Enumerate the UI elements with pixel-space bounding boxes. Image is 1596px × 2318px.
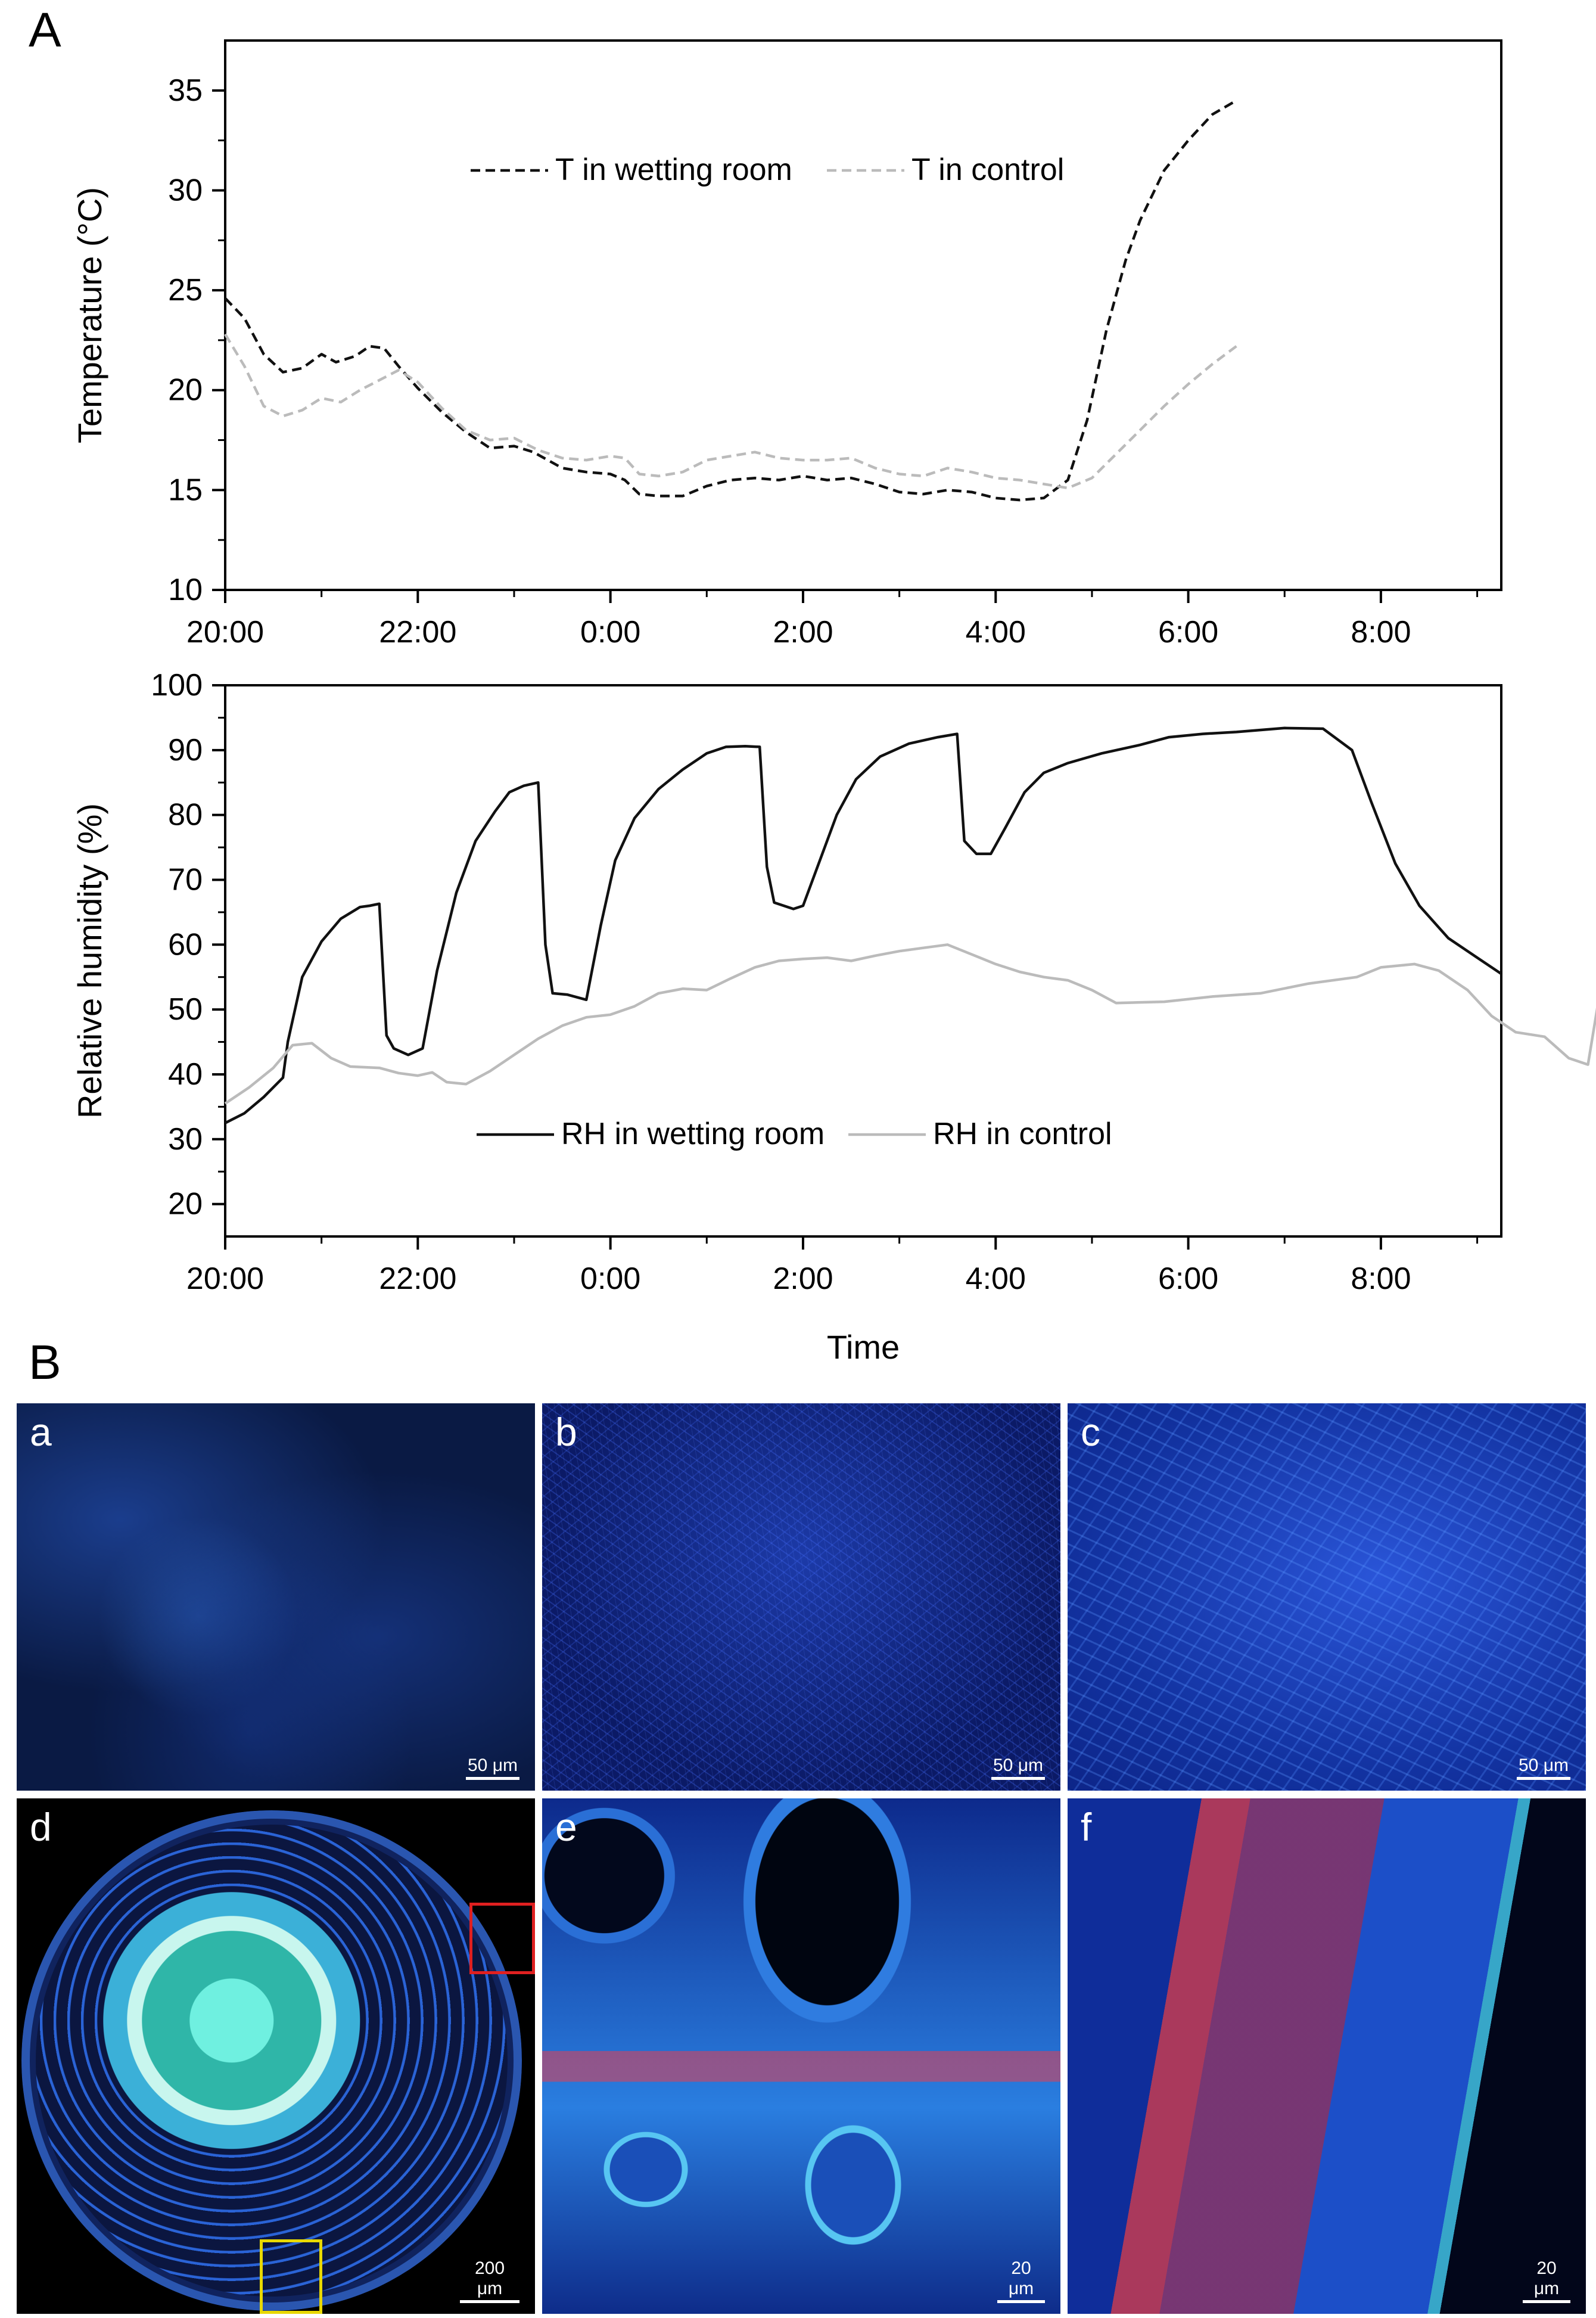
micrograph-a-image <box>17 1403 535 1791</box>
micrograph-d-red-box <box>469 1903 535 1974</box>
temp-y-tick-label: 25 <box>168 273 203 307</box>
micrograph-c: c 50 μm <box>1068 1403 1586 1791</box>
micrograph-c-image <box>1068 1403 1586 1791</box>
rh-series-line-1 <box>224 943 1596 1105</box>
temperature-chart: 10 15 20 25 30 35 20:00 22:00 0:00 2:00 4:00 6:00 8:… <box>71 39 1502 650</box>
micrograph-c-scale-text: 50 μm <box>1519 1755 1569 1775</box>
rh-y-axis-label: Relative humidity (%) <box>71 803 108 1118</box>
micrograph-e-scale-bar: 20 μm <box>997 2258 1045 2303</box>
temp-y-tick-label: 30 <box>168 173 203 207</box>
rh-y-tick-label: 40 <box>168 1057 203 1092</box>
rh-x-tick-label: 6:00 <box>1158 1261 1218 1296</box>
micrograph-f-label: f <box>1081 1805 1092 1849</box>
micrograph-d-scale-text: 200 μm <box>474 2258 505 2298</box>
micrograph-f-image <box>1068 1798 1586 2314</box>
temp-legend-label-1: T in control <box>911 153 1064 187</box>
temp-y-axis-label: Temperature (°C) <box>71 187 108 443</box>
rh-y-tick-label: 30 <box>168 1122 203 1157</box>
temp-y-tick-label: 15 <box>168 473 203 507</box>
micrograph-b: b 50 μm <box>542 1403 1060 1791</box>
rh-x-tick-label: 8:00 <box>1351 1261 1411 1296</box>
temp-y-tick-label: 20 <box>168 373 203 408</box>
temp-series-line-0 <box>224 99 1237 502</box>
panel-label-a-upper: A <box>29 3 61 57</box>
temp-x-tick-label: 0:00 <box>580 615 640 650</box>
rh-y-tick-label: 100 <box>151 668 203 703</box>
micrograph-e-label: e <box>555 1805 577 1849</box>
micrograph-d-scale-bar: 200 μm <box>460 2258 519 2303</box>
micrograph-a-scale-bar: 50 μm <box>466 1755 519 1780</box>
temp-x-tick-label: 4:00 <box>966 615 1026 650</box>
micrograph-c-scale-bar: 50 μm <box>1517 1755 1570 1780</box>
temp-y-tick-label: 35 <box>168 73 203 108</box>
panel-label-b-upper: B <box>29 1335 61 1390</box>
micrograph-a-scale-text: 50 μm <box>468 1755 518 1775</box>
micrograph-d-label: d <box>30 1805 52 1849</box>
temp-plot-frame <box>224 39 1502 591</box>
micrograph-a: a 50 μm <box>17 1403 535 1791</box>
rh-x-axis-label: Time <box>827 1328 900 1366</box>
rh-y-tick-label: 90 <box>168 733 203 768</box>
micrograph-d-root-section <box>21 1810 522 2311</box>
micrograph-b-label: b <box>555 1410 577 1454</box>
temp-x-tick-label: 6:00 <box>1158 615 1218 650</box>
micrograph-a-label: a <box>30 1410 52 1454</box>
rh-plot-frame <box>224 684 1502 1238</box>
temp-x-tick-label: 8:00 <box>1351 615 1411 650</box>
micrograph-b-scale-text: 50 μm <box>993 1755 1043 1775</box>
micrograph-f-scale-text: 20 μm <box>1533 2258 1560 2298</box>
rh-x-tick-label: 0:00 <box>580 1261 640 1296</box>
temp-y-tick-label: 10 <box>168 573 203 607</box>
rh-x-tick-label: 22:00 <box>379 1261 456 1296</box>
micrograph-d-yellow-box <box>260 2239 322 2314</box>
micrograph-b-scale-bar: 50 μm <box>991 1755 1045 1780</box>
micrograph-d: d 200 μm <box>17 1798 535 2314</box>
temp-x-tick-label: 2:00 <box>773 615 833 650</box>
rh-y-tick-label: 70 <box>168 862 203 897</box>
micrograph-c-label: c <box>1081 1410 1100 1454</box>
micrograph-f: f 20 μm <box>1068 1798 1586 2314</box>
rh-legend-label-1: RH in control <box>933 1117 1112 1151</box>
rh-legend-label-0: RH in wetting room <box>561 1117 825 1151</box>
micrograph-f-scale-bar: 20 μm <box>1523 2258 1570 2303</box>
micrograph-e: e 20 μm <box>542 1798 1060 2314</box>
rh-x-tick-label: 4:00 <box>966 1261 1026 1296</box>
rh-series-line-0 <box>224 726 1502 1124</box>
micrograph-b-image <box>542 1403 1060 1791</box>
rh-y-tick-label: 20 <box>168 1187 203 1222</box>
rh-y-tick-label: 60 <box>168 927 203 962</box>
temp-legend-label-0: T in wetting room <box>555 153 792 187</box>
temp-x-tick-label: 20:00 <box>186 615 264 650</box>
humidity-chart: 20 30 40 50 60 70 80 90 100 20:00 22:00 0:00 2:00 4:0… <box>71 668 1596 1366</box>
micrograph-e-image <box>542 1798 1060 2314</box>
rh-y-tick-label: 80 <box>168 798 203 832</box>
temp-x-tick-label: 22:00 <box>379 615 456 650</box>
rh-x-tick-label: 20:00 <box>186 1261 264 1296</box>
rh-x-tick-label: 2:00 <box>773 1261 833 1296</box>
micrograph-e-scale-text: 20 μm <box>1008 2258 1034 2298</box>
temp-series-line-1 <box>224 333 1237 490</box>
rh-y-tick-label: 50 <box>168 992 203 1027</box>
